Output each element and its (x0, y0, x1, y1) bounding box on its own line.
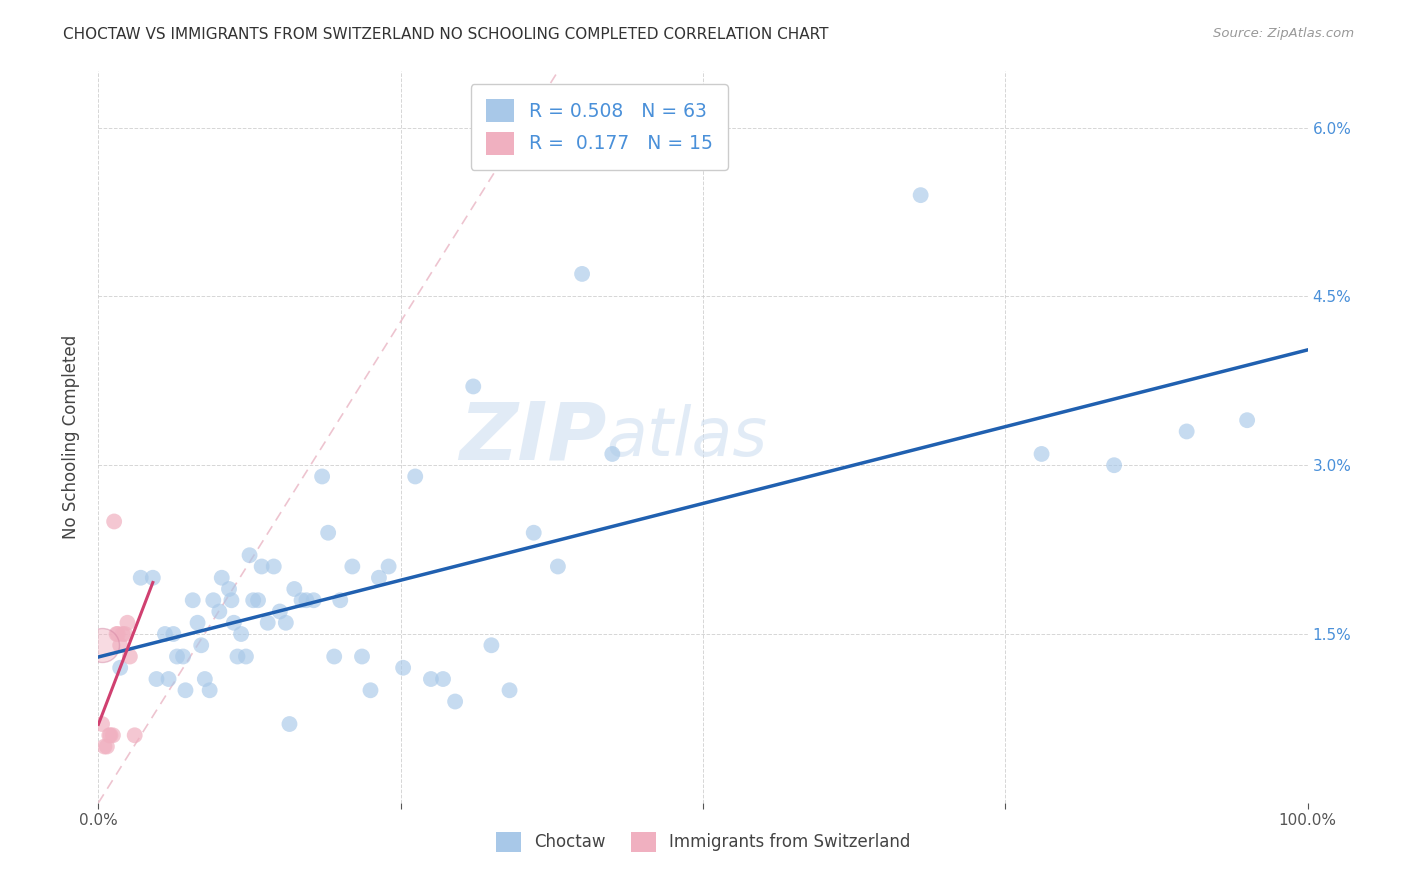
Point (142, 571, 165, 585)
Point (124, 728, 146, 742)
Point (211, 571, 233, 585)
Point (222, 615, 245, 630)
Y-axis label: No Schooling Completed: No Schooling Completed (62, 335, 80, 539)
Point (910, 188, 932, 202)
Point (157, 672, 180, 686)
Point (105, 627, 128, 641)
Point (283, 582, 305, 596)
Text: Source: ZipAtlas.com: Source: ZipAtlas.com (1213, 27, 1354, 40)
Point (481, 638, 503, 652)
Point (108, 661, 131, 675)
Point (602, 447, 624, 461)
Legend: Choctaw, Immigrants from Switzerland: Choctaw, Immigrants from Switzerland (488, 823, 918, 860)
Point (235, 649, 257, 664)
Point (342, 559, 364, 574)
Point (114, 627, 136, 641)
Point (145, 672, 167, 686)
Point (571, 267, 593, 281)
Point (221, 593, 243, 607)
Point (101, 728, 124, 742)
Point (93, 739, 115, 754)
Point (198, 683, 221, 698)
Point (190, 638, 212, 652)
Point (118, 649, 141, 664)
Point (1031, 447, 1053, 461)
Point (420, 672, 443, 686)
Point (523, 525, 546, 540)
Point (153, 627, 176, 641)
Point (242, 593, 264, 607)
Point (250, 559, 273, 574)
Point (432, 672, 454, 686)
Point (100, 728, 122, 742)
Point (498, 683, 520, 698)
Point (181, 593, 204, 607)
Point (269, 605, 291, 619)
Point (208, 605, 231, 619)
Point (377, 559, 399, 574)
Point (404, 469, 426, 483)
Point (316, 525, 339, 540)
Point (302, 593, 325, 607)
Point (166, 649, 188, 664)
Point (96, 739, 118, 754)
Point (194, 672, 217, 686)
Point (91, 638, 114, 652)
Text: CHOCTAW VS IMMIGRANTS FROM SWITZERLAND NO SCHOOLING COMPLETED CORRELATION CHART: CHOCTAW VS IMMIGRANTS FROM SWITZERLAND N… (63, 27, 828, 42)
Point (111, 627, 134, 641)
Point (368, 571, 391, 585)
Point (463, 379, 485, 393)
Point (350, 649, 373, 664)
Point (278, 717, 301, 731)
Point (290, 593, 312, 607)
Point (107, 627, 129, 641)
Point (1175, 425, 1198, 439)
Point (174, 683, 197, 698)
Text: atlas: atlas (606, 404, 768, 470)
Point (187, 615, 209, 630)
Point (311, 469, 333, 483)
Point (98, 728, 121, 742)
Point (129, 571, 152, 585)
Point (91, 717, 114, 731)
Point (547, 559, 569, 574)
Point (202, 593, 225, 607)
Point (108, 638, 131, 652)
Point (117, 615, 139, 630)
Point (329, 593, 352, 607)
Point (360, 683, 382, 698)
Point (103, 515, 125, 529)
Text: ZIP: ZIP (458, 398, 606, 476)
Point (323, 649, 346, 664)
Point (239, 548, 262, 562)
Point (295, 593, 318, 607)
Point (218, 582, 240, 596)
Point (274, 615, 297, 630)
Point (1102, 458, 1125, 473)
Point (162, 627, 184, 641)
Point (444, 694, 467, 708)
Point (256, 615, 278, 630)
Point (1236, 413, 1258, 427)
Point (226, 649, 249, 664)
Point (392, 661, 415, 675)
Point (247, 593, 270, 607)
Point (172, 649, 194, 664)
Point (229, 627, 252, 641)
Point (263, 559, 285, 574)
